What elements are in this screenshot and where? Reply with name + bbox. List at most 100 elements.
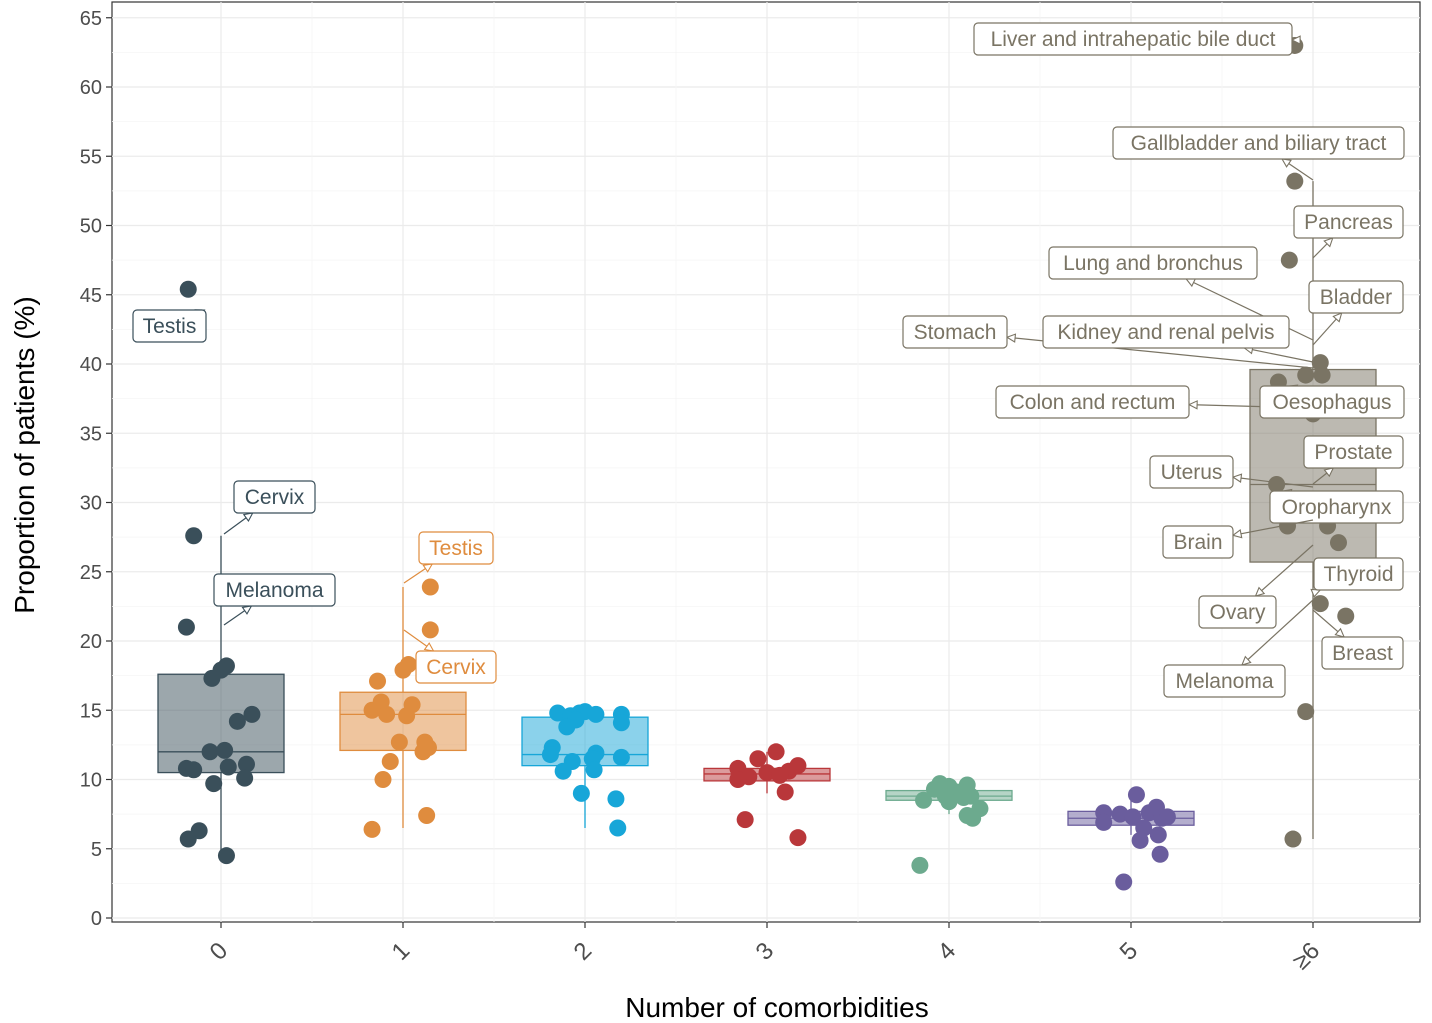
x-tick-label: 5 — [1115, 937, 1144, 966]
data-point — [1151, 845, 1169, 863]
annotation-box — [1198, 595, 1277, 629]
annotation-box — [1293, 205, 1404, 239]
data-point — [394, 661, 412, 679]
data-point — [421, 621, 439, 639]
data-point — [771, 766, 789, 784]
annotation-connector — [1241, 599, 1314, 666]
data-point — [554, 762, 572, 780]
data-point — [1111, 805, 1129, 823]
annotation-label: Stomach — [902, 315, 1314, 369]
data-point — [549, 704, 567, 722]
annotation-text: Colon and rectum — [1010, 391, 1176, 414]
annotation-text: Oropharynx — [1282, 496, 1392, 519]
annotation-box — [1313, 557, 1404, 591]
data-point — [421, 578, 439, 596]
data-point — [729, 771, 747, 788]
y-tick-label: 35 — [80, 423, 102, 445]
annotation-arrow — [1332, 312, 1343, 323]
annotation-connector — [1232, 476, 1314, 488]
annotation-label: Breast — [1312, 609, 1404, 670]
annotation-label: Gallbladder and biliary tract — [1112, 126, 1405, 181]
data-point — [185, 527, 203, 545]
annotation-text: Melanoma — [225, 579, 323, 602]
annotation-label: Kidney and renal pelvis — [1042, 315, 1314, 363]
data-point — [205, 775, 223, 793]
data-point — [1149, 826, 1167, 844]
annotation-arrow — [1323, 467, 1335, 478]
annotation-box — [1149, 455, 1234, 489]
annotation-arrow — [242, 512, 254, 522]
annotation-box — [132, 309, 207, 343]
annotation-arrow — [241, 605, 253, 615]
annotation-box — [1048, 246, 1258, 280]
x-tick-label: 0 — [205, 937, 234, 966]
data-point — [418, 807, 436, 825]
data-point — [1311, 354, 1329, 372]
y-tick-label: 65 — [80, 8, 102, 30]
y-tick-label: 20 — [80, 631, 102, 653]
annotation-label: Uterus — [1149, 455, 1314, 489]
data-point — [962, 787, 980, 805]
annotation-label: Pancreas — [1293, 205, 1404, 259]
annotation-arrow — [1254, 586, 1266, 597]
y-tick-label: 0 — [91, 908, 102, 930]
data-point — [374, 771, 392, 788]
x-axis: 0 1 2 3 4 5 ≥6 — [205, 922, 1325, 975]
y-axis: 0 5 10 15 20 25 30 35 40 45 50 55 60 65 — [80, 8, 112, 930]
annotation-arrow — [1231, 528, 1243, 539]
y-tick-label: 30 — [80, 493, 102, 515]
data-point — [915, 791, 933, 809]
data-point — [587, 705, 605, 723]
annotations: Testis Cervix Melanoma Testis Cervix Liver an… — [132, 22, 1405, 698]
y-tick-label: 10 — [80, 770, 102, 792]
data-point — [612, 714, 630, 732]
annotation-text: Cervix — [245, 486, 305, 509]
annotation-text: Breast — [1332, 642, 1393, 665]
data-point — [1131, 831, 1149, 849]
annotation-arrow — [1187, 400, 1198, 410]
data-point — [369, 672, 387, 690]
annotation-text: Liver and intrahepatic bile duct — [991, 28, 1276, 51]
annotation-arrow — [1005, 333, 1017, 343]
data-point — [381, 752, 399, 770]
x-tick-label: 4 — [933, 937, 962, 966]
x-tick-label: 3 — [751, 937, 780, 966]
annotation-arrow — [422, 563, 434, 573]
data-point — [736, 811, 754, 829]
data-point — [758, 764, 776, 782]
y-tick-label: 40 — [80, 354, 102, 376]
data-point — [1329, 534, 1347, 552]
annotation-box — [415, 650, 497, 684]
data-point — [363, 701, 381, 719]
data-point — [789, 757, 807, 775]
annotation-arrow — [1281, 158, 1292, 168]
annotation-label: Melanoma — [213, 573, 336, 626]
data-point — [378, 705, 396, 723]
annotation-text: Testis — [429, 537, 483, 560]
data-point — [236, 769, 254, 787]
y-tick-label: 15 — [80, 700, 102, 722]
annotation-text: Thyroid — [1323, 563, 1393, 586]
data-point — [228, 712, 246, 730]
annotation-text: Melanoma — [1175, 670, 1273, 693]
annotation-label: Liver and intrahepatic bile duct — [973, 22, 1301, 56]
annotation-box — [213, 573, 336, 607]
data-point — [1158, 808, 1176, 826]
data-point — [609, 819, 627, 837]
annotation-text: Bladder — [1320, 286, 1392, 309]
data-point — [363, 820, 381, 838]
annotation-box — [418, 531, 494, 565]
data-point — [964, 809, 982, 827]
x-axis-title: Number of comorbidities — [625, 992, 928, 1023]
annotation-text: Kidney and renal pelvis — [1057, 321, 1274, 344]
annotation-text: Ovary — [1209, 601, 1266, 624]
data-point — [776, 783, 794, 801]
data-point — [203, 669, 221, 687]
annotation-label: Cervix — [403, 629, 497, 684]
annotation-text: Testis — [143, 315, 197, 338]
data-point — [185, 761, 203, 779]
data-point — [1095, 813, 1113, 831]
annotation-connector — [1185, 278, 1314, 341]
annotation-arrow — [1323, 237, 1334, 248]
data-point — [1286, 172, 1304, 190]
